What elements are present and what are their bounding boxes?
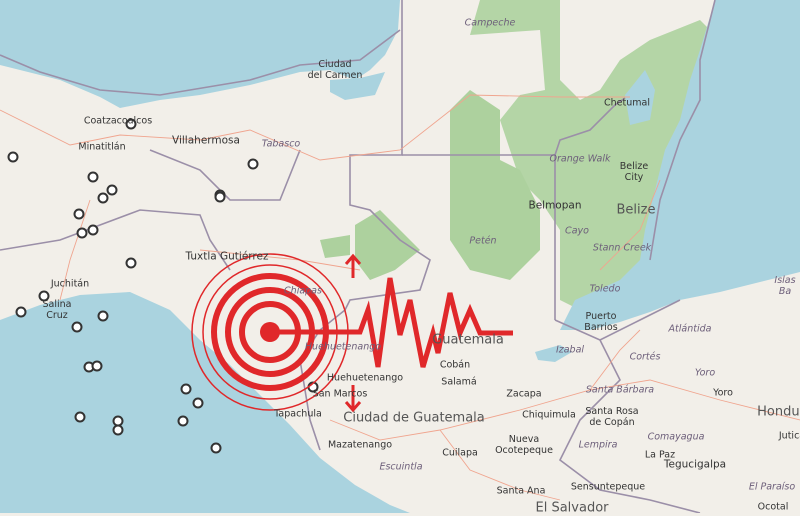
label-juticalpa: Jutica bbox=[778, 430, 800, 442]
label-cayo: Cayo bbox=[565, 225, 589, 237]
label-zacapa: Zacapa bbox=[506, 388, 542, 400]
label-atlantida: Atlántida bbox=[668, 323, 712, 335]
label-tuxtla: Tuxtla Gutiérrez bbox=[185, 250, 269, 263]
label-escuintla: Escuintla bbox=[379, 461, 423, 473]
earthquake-marker[interactable] bbox=[97, 310, 109, 322]
label-coatzacoalcos: Coatzacoalcos bbox=[83, 115, 153, 127]
earthquake-marker[interactable] bbox=[15, 306, 27, 318]
earthquake-marker[interactable] bbox=[247, 158, 259, 170]
label-stann-creek: Stann Creek bbox=[592, 242, 652, 254]
arrow-down-icon bbox=[344, 385, 362, 413]
label-tegucigalpa: Tegucigalpa bbox=[663, 458, 727, 471]
label-chiapas: Chiapas bbox=[284, 285, 322, 297]
label-toledo: Toledo bbox=[589, 283, 621, 295]
label-san-marcos: San Marcos bbox=[312, 388, 368, 400]
earthquake-marker[interactable] bbox=[106, 184, 118, 196]
earthquake-markers bbox=[7, 118, 319, 454]
label-yoro-region: Yoro bbox=[694, 367, 716, 379]
label-juchitan: Juchitán bbox=[50, 278, 90, 290]
earthquake-marker[interactable] bbox=[91, 360, 103, 372]
earthquake-marker[interactable] bbox=[76, 227, 88, 239]
label-puerto-barrios: Puerto Barrios bbox=[584, 311, 618, 333]
seismograph-wave bbox=[270, 277, 513, 368]
earthquake-marker[interactable] bbox=[125, 257, 137, 269]
label-santa-rosa: Santa Rosa de Copán bbox=[585, 406, 639, 428]
label-salina-cruz: Salina Cruz bbox=[42, 299, 72, 321]
gulf-of-mexico bbox=[0, 0, 400, 108]
earthquake-marker[interactable] bbox=[180, 383, 192, 395]
laguna-de-terminos bbox=[330, 72, 385, 100]
earthquake-marker[interactable] bbox=[74, 411, 86, 423]
label-cortes: Cortés bbox=[629, 351, 661, 363]
label-santa-ana: Santa Ana bbox=[496, 485, 546, 497]
label-el-paraiso: El Paraíso bbox=[748, 481, 796, 493]
earthquake-marker[interactable] bbox=[38, 290, 50, 302]
label-sensuntepeque: Sensuntepeque bbox=[570, 481, 646, 493]
label-la-paz: La Paz bbox=[644, 449, 676, 461]
earthquake-marker[interactable] bbox=[97, 192, 109, 204]
label-guatemala: Guatemala bbox=[432, 332, 504, 348]
label-ciudad-de-guatemala: Ciudad de Guatemala bbox=[343, 410, 485, 426]
earthquake-marker[interactable] bbox=[177, 415, 189, 427]
earthquake-marker[interactable] bbox=[87, 171, 99, 183]
earthquake-marker[interactable] bbox=[87, 224, 99, 236]
label-lempira: Lempira bbox=[578, 439, 618, 451]
earthquake-marker[interactable] bbox=[214, 191, 226, 203]
label-ocotal: Ocotal bbox=[757, 501, 789, 513]
earthquake-marker[interactable] bbox=[71, 321, 83, 333]
forest-areas bbox=[320, 0, 720, 320]
label-tabasco: Tabasco bbox=[261, 138, 301, 150]
label-villahermosa: Villahermosa bbox=[172, 134, 240, 147]
caribbean-sea bbox=[560, 0, 800, 330]
arrow-up-icon bbox=[344, 253, 362, 278]
label-islas-bahia: Islas Ba bbox=[774, 275, 796, 297]
label-belize: Belize bbox=[616, 202, 656, 218]
label-comayagua: Comayagua bbox=[647, 431, 705, 443]
label-tapachula: Tapachula bbox=[274, 408, 322, 420]
roads bbox=[0, 94, 800, 501]
bay-chetumal bbox=[625, 70, 655, 125]
earthquake-marker[interactable] bbox=[210, 442, 222, 454]
label-santa-barbara: Santa Bárbara bbox=[585, 384, 655, 396]
label-minatitlan: Minatitlán bbox=[78, 141, 126, 153]
label-belmopan: Belmopan bbox=[528, 199, 582, 212]
earthquake-marker[interactable] bbox=[192, 397, 204, 409]
earthquake-marker[interactable] bbox=[112, 424, 124, 436]
earthquake-marker[interactable] bbox=[112, 415, 124, 427]
label-el-salvador: El Salvador bbox=[535, 500, 609, 516]
label-izabal: Izabal bbox=[555, 344, 585, 356]
label-salama: Salamá bbox=[441, 376, 477, 388]
label-coban: Cobán bbox=[439, 359, 471, 371]
label-orange-walk: Orange Walk bbox=[549, 153, 611, 165]
label-belize-city: Belize City bbox=[619, 161, 649, 183]
earthquake-seismograph-icon bbox=[191, 253, 513, 413]
label-cuilapa: Cuilapa bbox=[442, 447, 478, 459]
earthquake-marker[interactable] bbox=[7, 151, 19, 163]
label-yoro: Yoro bbox=[713, 387, 733, 399]
lake-izabal bbox=[535, 345, 572, 362]
earthquake-marker[interactable] bbox=[73, 208, 85, 220]
label-huehuetenango-region: Huehuetenango bbox=[304, 341, 382, 353]
label-peten: Petén bbox=[469, 235, 497, 247]
earthquake-marker[interactable] bbox=[125, 118, 137, 130]
pacific-ocean bbox=[0, 292, 410, 513]
label-mazatenango: Mazatenango bbox=[327, 439, 393, 451]
label-ciudad-del-carmen: Ciudad del Carmen bbox=[307, 59, 363, 81]
label-chiquimula: Chiquimula bbox=[522, 409, 576, 421]
label-chetumal: Chetumal bbox=[604, 97, 650, 109]
label-campeche: Campeche bbox=[464, 17, 516, 29]
label-nueva-ocotepeque: Nueva Ocotepeque bbox=[495, 434, 553, 456]
label-honduras: Hondura bbox=[757, 404, 800, 420]
label-huehuetenango: Huehuetenango bbox=[326, 372, 404, 384]
